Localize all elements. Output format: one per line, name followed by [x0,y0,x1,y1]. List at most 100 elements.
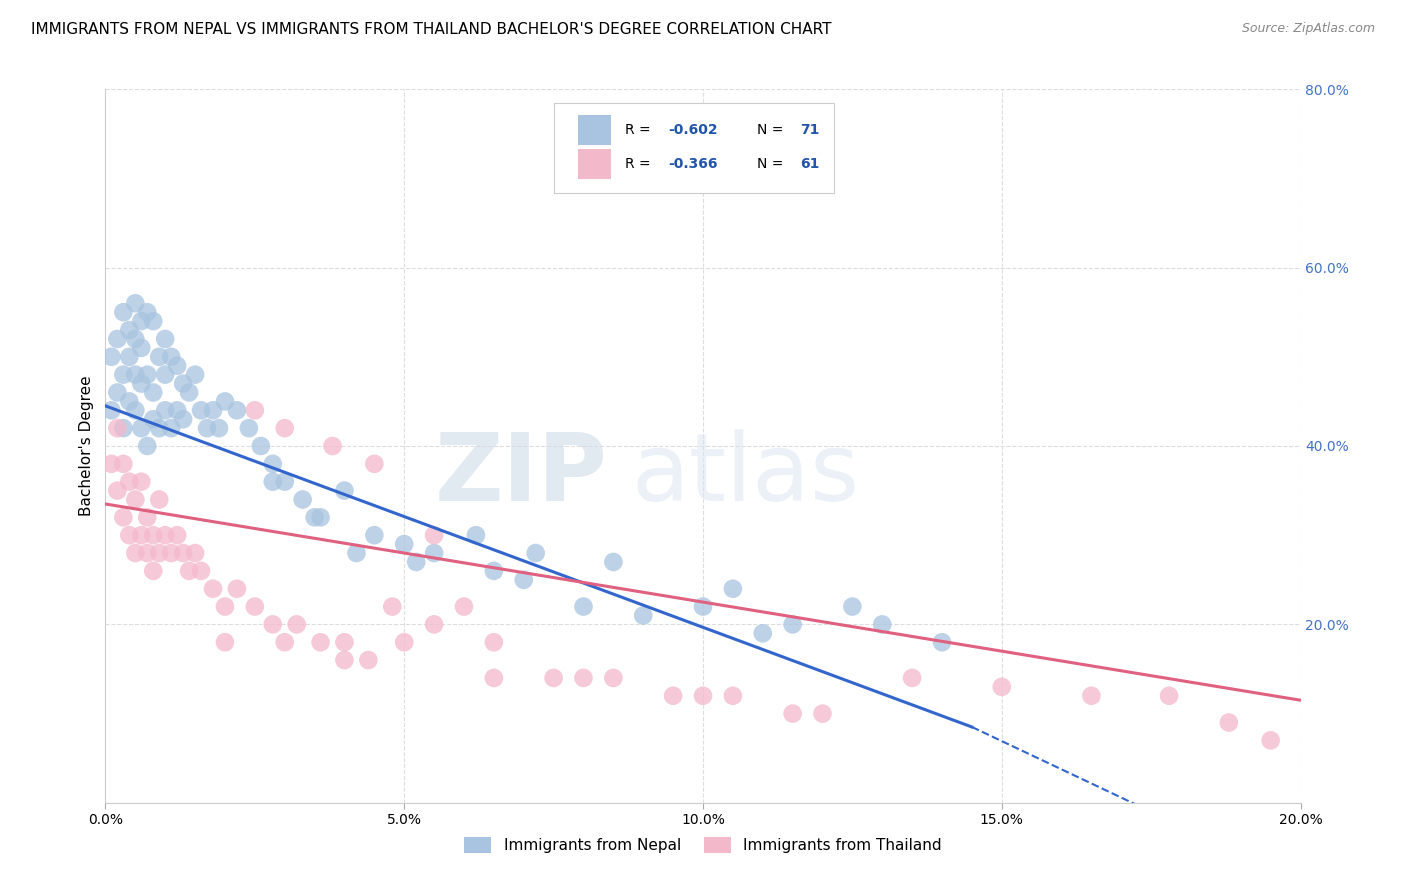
Point [107,483,129,498]
Point [208,421,231,435]
Point [662,689,685,703]
Point [155,368,177,382]
Point [177,385,201,400]
Point [202,582,225,596]
Point [381,599,404,614]
Point [901,671,924,685]
Point [333,653,356,667]
Point [142,412,165,426]
Point [309,510,332,524]
Point [195,421,218,435]
Point [309,635,332,649]
Point [394,537,416,551]
Point [107,421,129,435]
Point [423,546,446,560]
Point [238,421,260,435]
Point [262,457,284,471]
Point [118,528,141,542]
Point [129,475,153,489]
Point [118,475,141,489]
Point [129,421,153,435]
Point [262,475,284,489]
Point [100,403,122,417]
Y-axis label: Bachelor's Degree: Bachelor's Degree [79,376,94,516]
Point [160,350,183,364]
Point [172,412,194,426]
Point [262,617,284,632]
Point [1218,715,1240,730]
Point [214,599,236,614]
Point [513,573,536,587]
Point [202,403,225,417]
Point [291,492,314,507]
Bar [578,115,612,145]
Point [363,457,385,471]
Point [136,510,159,524]
Point [112,368,135,382]
Point [633,608,655,623]
Point [464,528,488,542]
Point [482,635,505,649]
Point [225,403,249,417]
Point [990,680,1012,694]
Point [872,617,894,632]
Text: -0.366: -0.366 [668,157,718,171]
Text: 61: 61 [800,157,820,171]
Point [250,439,273,453]
Point [357,653,380,667]
Text: R =: R = [626,157,655,171]
Text: N =: N = [756,123,787,136]
Point [333,635,356,649]
Point [148,492,170,507]
Point [172,376,194,391]
Point [166,359,188,373]
Point [751,626,773,640]
Point [148,421,170,435]
Point [112,457,135,471]
Point [273,635,295,649]
Point [482,564,505,578]
Text: ZIP: ZIP [434,428,607,521]
Point [129,341,153,355]
Point [273,475,295,489]
Point [148,350,170,364]
Text: Source: ZipAtlas.com: Source: ZipAtlas.com [1241,22,1375,36]
Text: IMMIGRANTS FROM NEPAL VS IMMIGRANTS FROM THAILAND BACHELOR'S DEGREE CORRELATION : IMMIGRANTS FROM NEPAL VS IMMIGRANTS FROM… [31,22,831,37]
Text: N =: N = [756,157,787,171]
Point [572,671,595,685]
Point [214,394,236,409]
Point [692,689,714,703]
Text: 71: 71 [800,123,820,136]
Point [692,599,714,614]
Point [107,332,129,346]
Point [166,528,188,542]
Text: -0.602: -0.602 [668,123,718,136]
Point [602,555,624,569]
Point [124,296,146,310]
Point [782,617,804,632]
Point [602,671,624,685]
Point [285,617,308,632]
Point [100,350,122,364]
Point [243,599,266,614]
Point [112,510,135,524]
Point [304,510,326,524]
Point [405,555,427,569]
Point [129,376,153,391]
Point [1159,689,1181,703]
Point [1080,689,1102,703]
Point [142,564,165,578]
Point [118,350,141,364]
Point [453,599,475,614]
Point [346,546,368,560]
Point [160,421,183,435]
Point [333,483,356,498]
Point [243,403,266,417]
Point [142,314,165,328]
Point [321,439,344,453]
Point [931,635,953,649]
Point [184,546,207,560]
Point [112,305,135,319]
Point [136,305,159,319]
Point [811,706,834,721]
